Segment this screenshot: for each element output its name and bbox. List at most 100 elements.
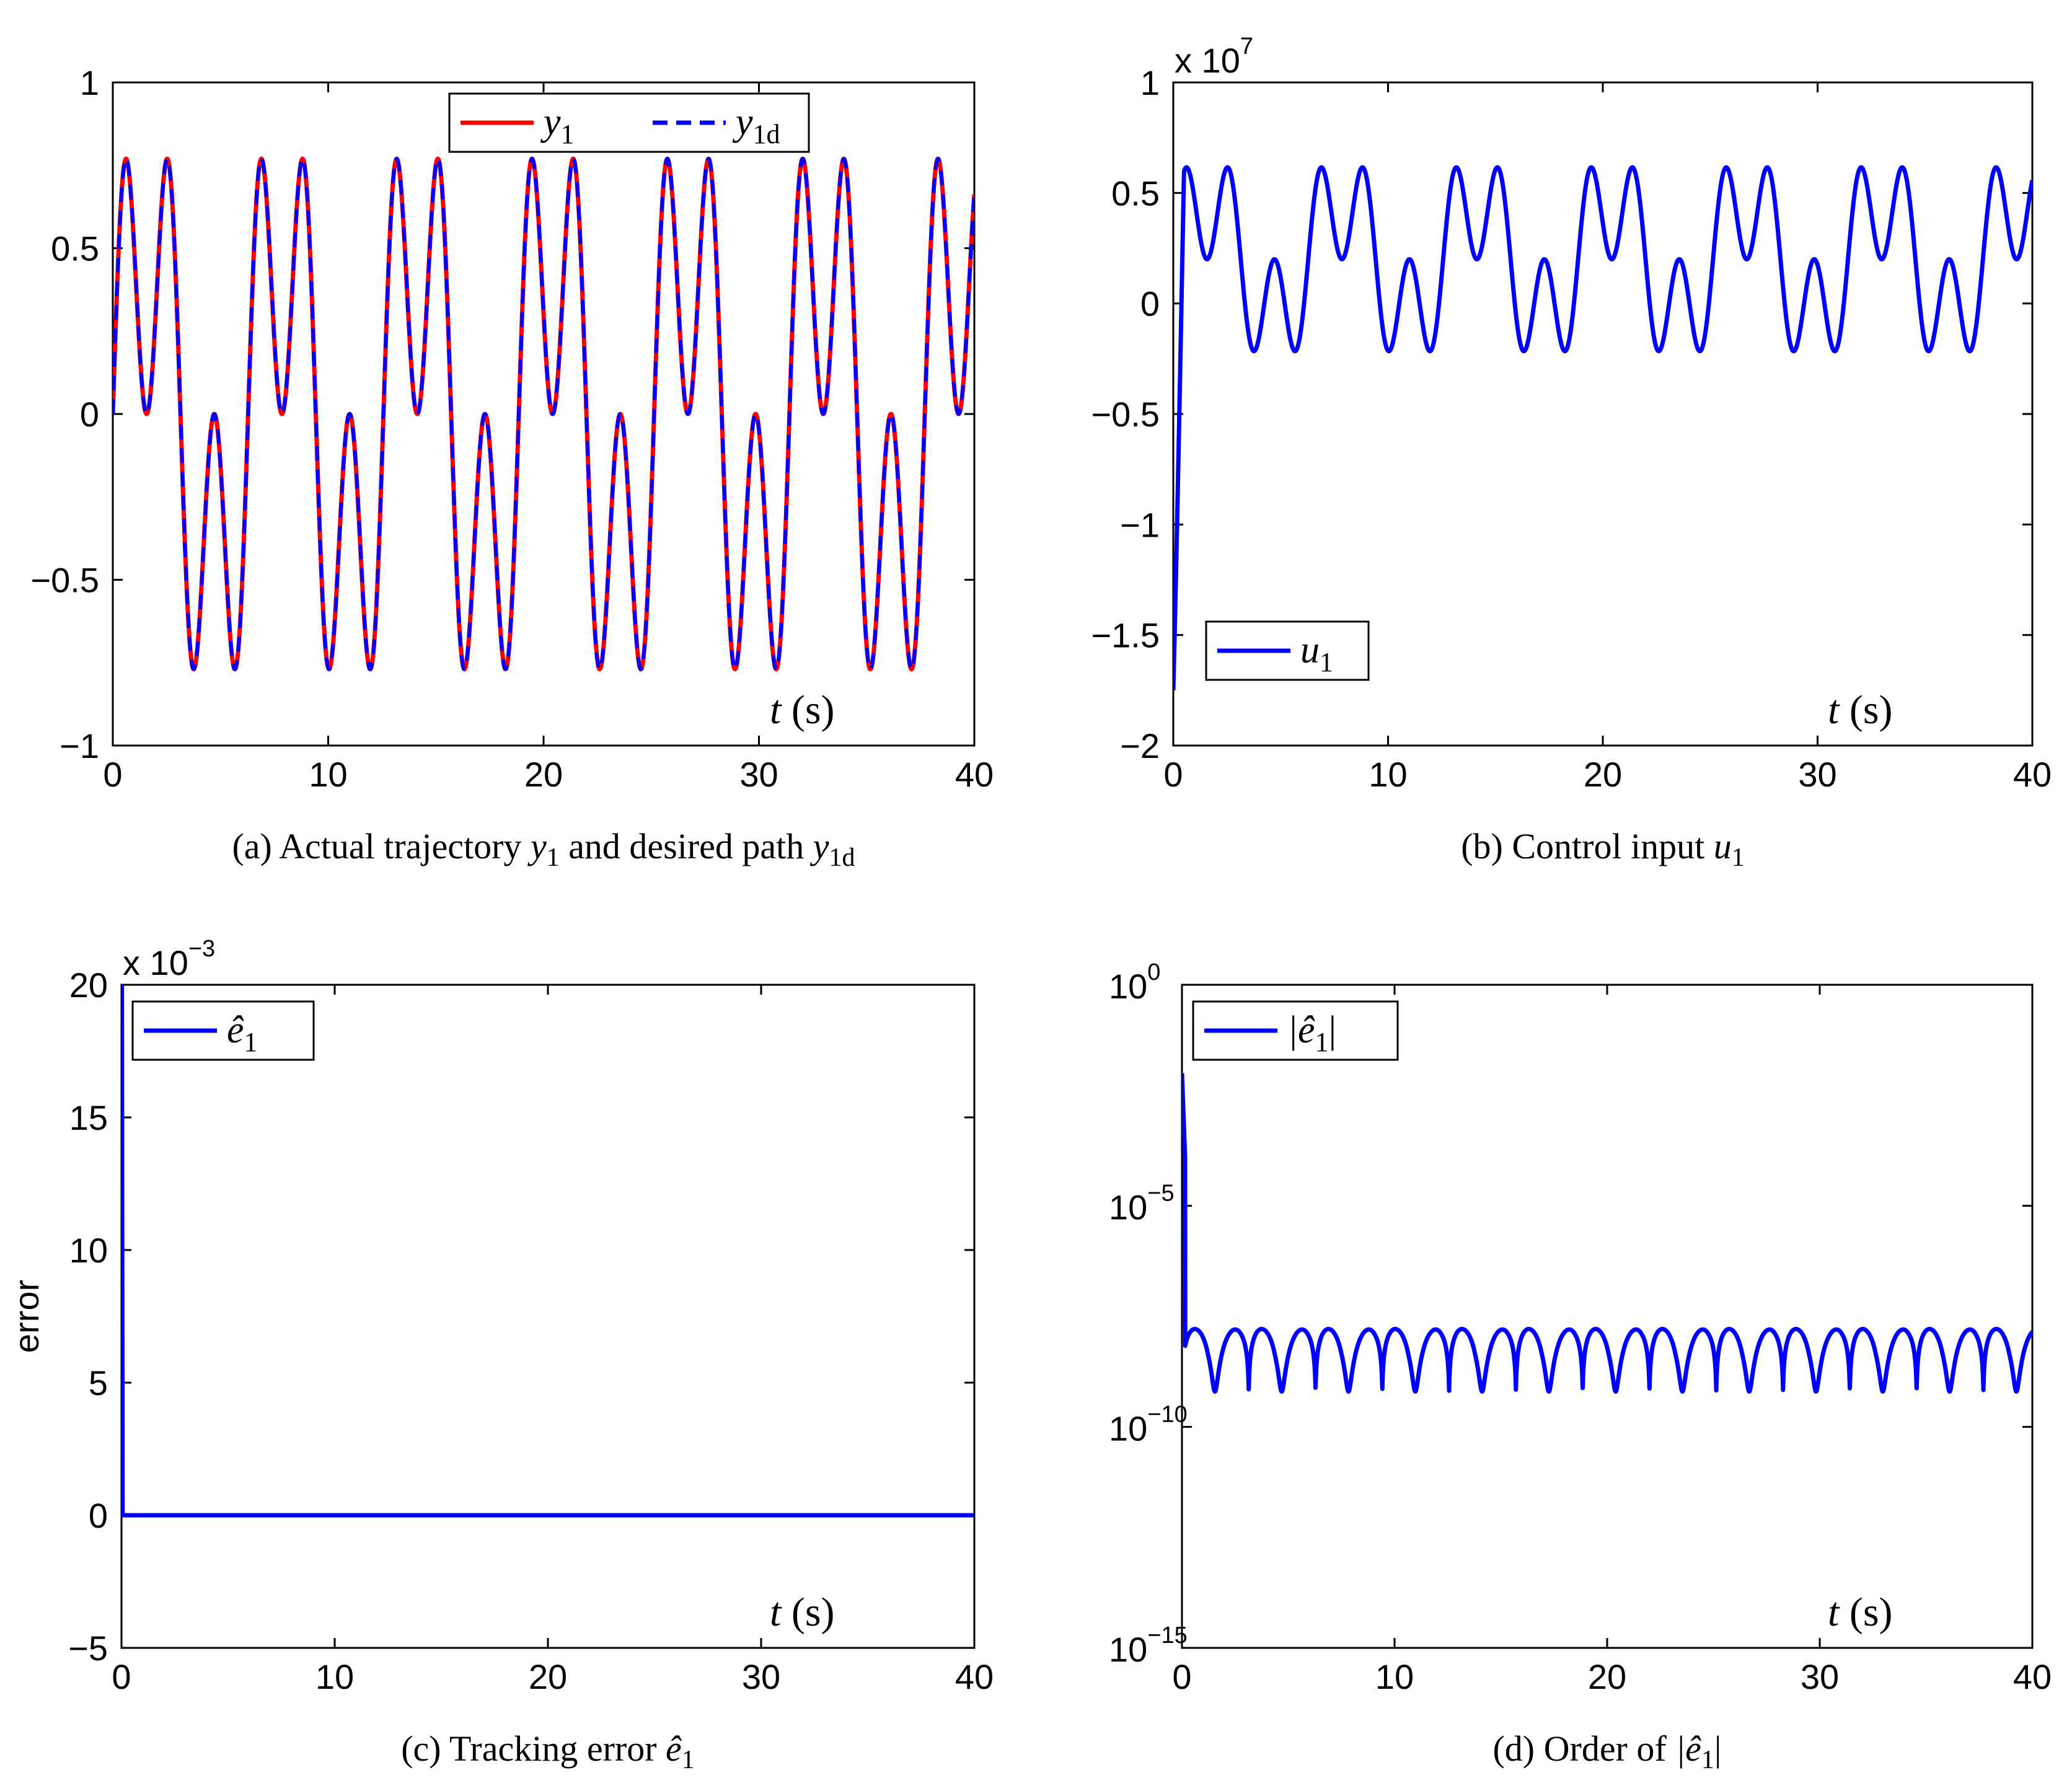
caption-sub: 1 — [547, 843, 560, 872]
x-tick-label: 30 — [1801, 1657, 1839, 1696]
axis-multiplier: x 107 — [1175, 33, 1253, 80]
caption-sub2: 1d — [829, 843, 855, 872]
y-tick-exp: −5 — [1147, 1181, 1174, 1207]
series-group — [1182, 1073, 2032, 1394]
caption-text: (d) Order of — [1492, 1728, 1675, 1769]
legend: |ê1| — [1192, 1000, 1399, 1061]
y-tick-label: −2 — [1120, 726, 1160, 765]
y-tick-label: 0 — [80, 395, 99, 434]
caption-var: u — [1714, 826, 1732, 866]
multiplier-base: x 10 — [123, 943, 188, 982]
y-tick-label: 100 — [1109, 959, 1160, 1006]
caption-text: (a) Actual trajectory — [232, 826, 530, 866]
axis-multiplier: x 10−3 — [123, 936, 215, 982]
x-label-var: t — [1828, 687, 1840, 733]
y-tick-label: 10−10 — [1109, 1401, 1188, 1448]
legend-label: u1 — [1300, 629, 1333, 677]
y-tick-label: −1.5 — [1091, 616, 1160, 655]
legend: y1 y1d — [448, 92, 810, 153]
legend: u1 — [1205, 620, 1370, 681]
y-tick-base: 10 — [1109, 1188, 1147, 1227]
legend-label: |ê1| — [1287, 1009, 1336, 1057]
caption-sub: 1 — [1732, 843, 1745, 872]
legend-sub: 1 — [1320, 647, 1333, 677]
multiplier-exp: −3 — [188, 936, 215, 962]
y-tick-label: −5 — [68, 1629, 108, 1668]
x-axis-label: t (s) — [1828, 1590, 1893, 1635]
legend-label: y1 — [540, 101, 575, 149]
legend-var: u — [1300, 629, 1320, 671]
series-line-a-1 — [113, 157, 974, 671]
series-line-b-0 — [1173, 165, 2032, 690]
caption-text: (c) Tracking error — [401, 1728, 666, 1769]
y-tick-label: 5 — [89, 1363, 108, 1402]
panel-caption: (b) Control input u1 — [1461, 826, 1745, 872]
y-tick-base: 10 — [1109, 1409, 1147, 1448]
series-group — [113, 156, 974, 672]
y-tick-label: 0.5 — [1111, 174, 1160, 213]
x-tick-label: 0 — [1172, 1657, 1191, 1696]
x-label-unit: (s) — [781, 687, 834, 733]
x-tick-label: 40 — [2013, 1657, 2052, 1696]
x-tick-label: 10 — [309, 755, 347, 794]
x-label-var: t — [1828, 1590, 1840, 1635]
legend: ê1 — [131, 1000, 315, 1061]
plot-frame — [120, 984, 976, 1649]
legend-sub: 1 — [244, 1027, 258, 1057]
x-axis-label: t (s) — [770, 687, 835, 733]
caption-var: y — [527, 826, 547, 866]
legend-box — [448, 92, 810, 153]
legend-var: y — [540, 101, 561, 143]
y-tick-exp: −10 — [1147, 1401, 1187, 1427]
legend-post: | — [1329, 1009, 1336, 1051]
y-tick-label: −1 — [1120, 505, 1160, 544]
x-tick-label: 30 — [742, 1657, 780, 1696]
x-tick-label: 40 — [2013, 755, 2052, 794]
x-label-unit: (s) — [1839, 687, 1892, 733]
x-tick-label: 30 — [1798, 755, 1836, 794]
x-tick-label: 0 — [1163, 755, 1183, 794]
y-tick-label: 0 — [1140, 284, 1160, 324]
x-axis-label: t (s) — [770, 1590, 835, 1635]
x-tick-label: 40 — [955, 755, 994, 794]
x-axis-label: t (s) — [1828, 687, 1893, 733]
series-line-c-0 — [121, 985, 974, 1518]
caption-var2: y — [810, 826, 829, 866]
legend-label: ê1 — [227, 1009, 258, 1057]
y-tick-label: 1 — [80, 63, 99, 102]
panel-caption: (a) Actual trajectory y1 and desired pat… — [232, 826, 855, 872]
multiplier-base: x 10 — [1175, 41, 1240, 80]
caption-post: | — [1714, 1728, 1722, 1769]
x-tick-label: 0 — [103, 755, 122, 794]
caption-sub: 1 — [1701, 1746, 1714, 1774]
caption-sub: 1 — [682, 1746, 695, 1774]
y-tick-label: 0.5 — [51, 229, 99, 268]
legend-sub: 1 — [561, 119, 575, 149]
x-label-unit: (s) — [781, 1590, 834, 1635]
series-group — [1173, 165, 2032, 690]
x-label-var: t — [770, 687, 782, 733]
x-tick-label: 10 — [1375, 1657, 1414, 1696]
y-tick-label: −1 — [60, 726, 99, 765]
x-label-unit: (s) — [1839, 1590, 1892, 1635]
caption-mid: and desired path — [560, 826, 813, 866]
y-tick-label: 10−15 — [1109, 1622, 1188, 1669]
caption-text: (b) Control input — [1461, 826, 1714, 866]
panel-caption: (d) Order of |ê1| — [1492, 1728, 1721, 1774]
x-tick-label: 10 — [315, 1657, 354, 1696]
series-line-d-0 — [1182, 1073, 2032, 1394]
plot-frame — [112, 81, 976, 747]
series-group — [121, 985, 974, 1518]
y-tick-label: 0 — [89, 1496, 108, 1535]
x-tick-label: 40 — [955, 1657, 994, 1696]
y-tick-base: 10 — [1109, 1630, 1147, 1669]
y-tick-label: 15 — [69, 1098, 108, 1137]
x-tick-label: 20 — [529, 1657, 567, 1696]
legend-var: y — [732, 101, 753, 143]
y-tick-exp: 0 — [1147, 959, 1160, 985]
